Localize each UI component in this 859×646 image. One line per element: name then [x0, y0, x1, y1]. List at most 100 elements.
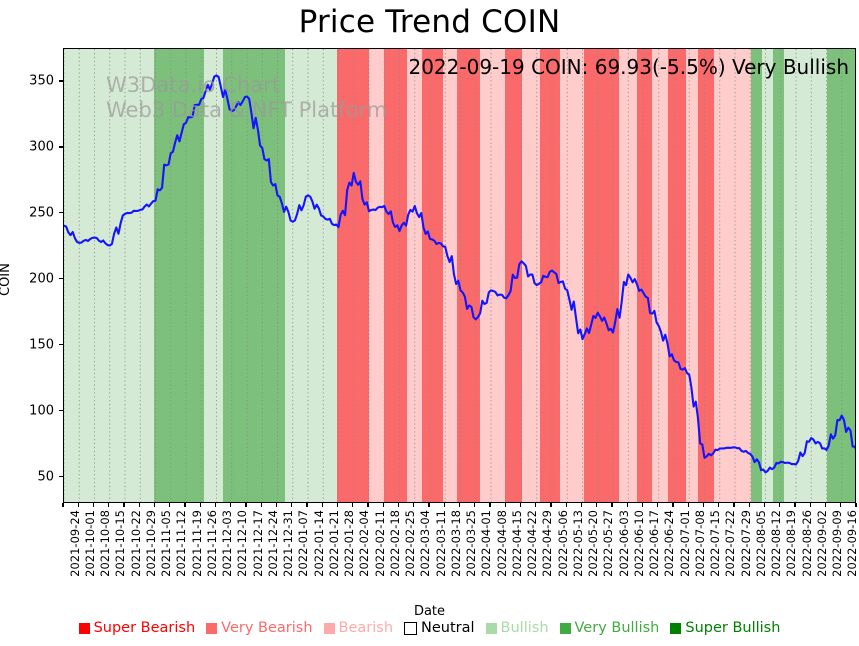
x-axis-tick-label: 2022-05-27 — [601, 510, 616, 577]
x-axis-tick-label: 2022-01-14 — [311, 510, 326, 577]
y-axis-tick-mark — [59, 80, 63, 82]
page-title: Price Trend COIN — [298, 4, 561, 40]
x-axis-tick-mark — [824, 503, 827, 507]
legend-swatch-icon — [670, 622, 682, 634]
y-axis-tick-label: 100 — [29, 403, 54, 419]
sentiment-band — [129, 49, 155, 502]
legend-item[interactable]: Neutral — [404, 620, 475, 636]
x-axis-tick-mark — [840, 503, 842, 507]
x-axis-tick-label: 2022-06-24 — [662, 510, 677, 577]
sentiment-band — [698, 49, 715, 502]
y-axis-tick-label: 300 — [29, 139, 54, 155]
x-axis-tick-label: 2022-04-22 — [525, 510, 539, 577]
y-axis: 50 100 150 200 250 300 350 COIN — [0, 48, 63, 503]
legend-item[interactable]: Bearish — [323, 620, 394, 636]
x-axis-tick-label: 2022-01-07 — [296, 510, 311, 577]
legend-item[interactable]: Very Bearish — [206, 620, 313, 636]
sentiment-band — [86, 49, 109, 502]
x-axis-tick-mark — [382, 503, 384, 507]
x-axis-tick-label: 2022-01-28 — [342, 510, 356, 577]
x-axis-tick-label: 2022-05-06 — [555, 510, 570, 577]
x-axis-tick-label: 2022-08-26 — [799, 510, 814, 577]
x-axis-tick-label: 2021-10-29 — [143, 510, 158, 577]
y-axis-tick-label: 200 — [29, 271, 54, 287]
x-axis-tick-mark — [138, 503, 140, 507]
legend-item-label: Bearish — [338, 620, 394, 636]
x-axis-tick-mark — [657, 503, 659, 507]
x-axis-tick-mark — [672, 503, 674, 507]
plot-area: W3Data.io Chart Web3 Data & NFT Platform… — [63, 48, 856, 503]
x-axis-tick-mark — [245, 503, 247, 507]
sentiment-band — [181, 49, 205, 502]
y-axis-tick-mark — [59, 410, 63, 412]
sentiment-band — [750, 49, 763, 502]
y-axis-tick-label: 350 — [29, 73, 54, 89]
x-axis-tick-mark — [504, 503, 506, 507]
x-axis-tick-mark — [626, 503, 628, 507]
sentiment-band — [636, 49, 653, 502]
x-axis-tick-label: 2021-10-15 — [113, 510, 128, 577]
legend-swatch-icon — [323, 622, 335, 634]
legend-item[interactable]: Very Bullish — [559, 620, 660, 636]
x-axis-tick-label: 2021-12-24 — [265, 510, 280, 577]
sentiment-band — [539, 49, 561, 502]
x-axis-tick-mark — [763, 503, 766, 507]
x-axis-tick-mark — [718, 503, 720, 507]
sentiment-band — [772, 49, 785, 502]
x-axis-tick-mark — [733, 503, 735, 507]
gridlines-layer — [64, 49, 855, 502]
x-axis-tick-label: 2022-04-29 — [540, 510, 555, 577]
x-axis-tick-label: 2022-08-05 — [753, 510, 768, 577]
legend-item[interactable]: Super Bearish — [78, 620, 195, 636]
legend-swatch-icon — [559, 622, 571, 634]
x-axis-tick-label: 2022-02-18 — [387, 510, 402, 577]
x-axis-tick-mark — [565, 503, 567, 507]
x-axis-tick-mark — [306, 503, 308, 507]
x-axis-tick-label: 2022-05-13 — [570, 510, 585, 577]
x-axis-tick-mark — [352, 503, 354, 507]
x-axis-tick-mark — [336, 503, 339, 507]
sentiment-band — [714, 49, 752, 502]
x-axis-tick-mark — [702, 503, 705, 507]
y-axis-tick-mark — [59, 212, 63, 214]
sentiment-band — [297, 49, 338, 502]
x-axis-tick-mark — [794, 503, 796, 507]
x-axis-tick-label: 2021-10-08 — [98, 510, 112, 577]
x-axis-tick-mark — [397, 503, 400, 507]
legend-swatch-icon — [78, 622, 90, 634]
x-axis-tick-mark — [413, 503, 415, 507]
legend-item-label: Very Bullish — [574, 620, 660, 636]
x-axis-tick-label: 2022-04-08 — [494, 510, 509, 577]
x-axis-tick-mark — [169, 503, 171, 507]
x-axis-tick-mark — [535, 503, 537, 507]
x-axis-tick-mark — [855, 503, 857, 507]
sentiment-band — [560, 49, 585, 502]
x-axis-tick-label: 2022-03-25 — [464, 510, 478, 577]
x-axis-tick-label: 2022-07-29 — [738, 510, 753, 577]
y-axis-tick-mark — [59, 476, 63, 478]
x-axis-tick-mark — [443, 503, 445, 507]
x-axis-tick-label: 2021-11-05 — [159, 510, 173, 577]
legend-item[interactable]: Bullish — [485, 620, 549, 636]
y-axis-tick-mark — [59, 344, 63, 346]
x-axis-tick-mark — [123, 503, 125, 507]
sentiment-band — [422, 49, 444, 502]
sentiment-band — [479, 49, 506, 502]
sentiment-band — [285, 49, 298, 502]
x-axis-tick-label: 2022-09-09 — [830, 510, 844, 577]
x-axis-tick-label: 2021-10-01 — [82, 510, 97, 577]
x-axis-tick-label: 2022-09-02 — [814, 510, 829, 577]
y-axis-tick-label: 250 — [29, 205, 54, 221]
y-axis-tick-mark — [59, 278, 63, 280]
y-axis-label: COIN — [0, 262, 13, 296]
price-line — [64, 74, 855, 474]
x-axis-tick-label: 2022-02-04 — [357, 510, 372, 577]
sentiment-band — [369, 49, 385, 502]
legend-item-label: Very Bearish — [221, 620, 313, 636]
x-axis-tick-label: 2021-11-26 — [204, 510, 219, 577]
x-axis-tick-mark — [580, 503, 583, 507]
x-axis-tick-label: 2021-12-31 — [281, 510, 295, 577]
sentiment-band — [384, 49, 408, 502]
legend-item[interactable]: Super Bullish — [670, 620, 780, 636]
